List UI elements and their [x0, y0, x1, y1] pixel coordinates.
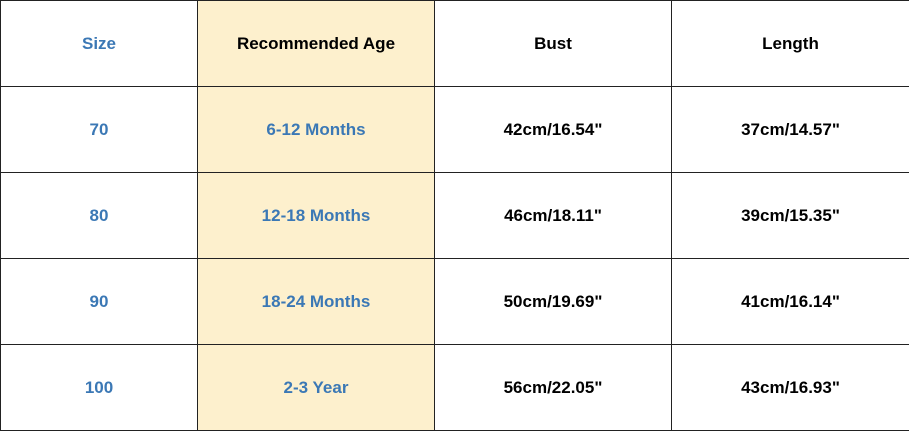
table-cell: 100	[0, 344, 198, 431]
table-cell: 70	[0, 86, 198, 173]
table-cell: 2-3 Year	[197, 344, 435, 431]
table-row: 100 2-3 Year 56cm/22.05" 43cm/16.93"	[0, 344, 909, 431]
table-cell: 18-24 Months	[197, 258, 435, 345]
table-cell: 56cm/22.05"	[434, 344, 672, 431]
table-row: 90 18-24 Months 50cm/19.69" 41cm/16.14"	[0, 258, 909, 345]
header-cell: Recommended Age	[197, 0, 435, 87]
table-row: 80 12-18 Months 46cm/18.11" 39cm/15.35"	[0, 172, 909, 259]
header-cell: Length	[671, 0, 909, 87]
table-row: 70 6-12 Months 42cm/16.54" 37cm/14.57"	[0, 86, 909, 173]
header-row: Size Recommended Age Bust Length	[0, 0, 909, 87]
table-cell: 80	[0, 172, 198, 259]
header-cell: Bust	[434, 0, 672, 87]
table-cell: 41cm/16.14"	[671, 258, 909, 345]
header-cell: Size	[0, 0, 198, 87]
table-cell: 43cm/16.93"	[671, 344, 909, 431]
table-cell: 46cm/18.11"	[434, 172, 672, 259]
table-cell: 12-18 Months	[197, 172, 435, 259]
table-cell: 6-12 Months	[197, 86, 435, 173]
table-cell: 37cm/14.57"	[671, 86, 909, 173]
table-cell: 90	[0, 258, 198, 345]
table-cell: 50cm/19.69"	[434, 258, 672, 345]
table-cell: 39cm/15.35"	[671, 172, 909, 259]
table-cell: 42cm/16.54"	[434, 86, 672, 173]
